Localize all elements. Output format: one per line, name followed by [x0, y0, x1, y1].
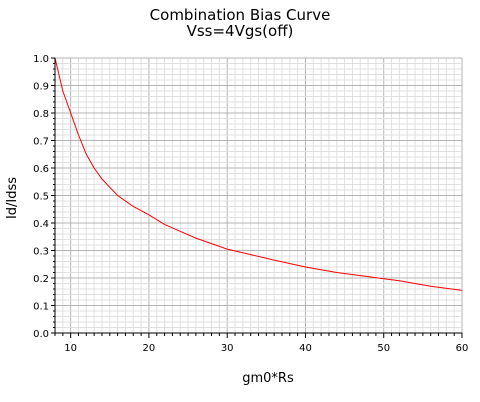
x-tick-label: 40: [299, 343, 312, 354]
x-tick-label: 60: [456, 343, 469, 354]
series-layer: [54, 57, 463, 291]
x-tick-label: 10: [64, 343, 77, 354]
x-tick-label: 30: [221, 343, 234, 354]
y-tick-label: 0.8: [33, 109, 49, 120]
y-tick-label: 0.3: [33, 247, 49, 258]
y-tick-label: 0.4: [33, 219, 49, 230]
y-tick-label: 0.2: [33, 274, 49, 285]
axes: [51, 57, 463, 338]
chart-subtitle: Vss=4Vgs(off): [186, 22, 294, 40]
chart-title: Combination Bias Curve: [149, 6, 331, 24]
y-tick-label: 0.5: [33, 192, 49, 203]
y-tick-label: 1.0: [33, 54, 49, 65]
y-tick-label: 0.1: [33, 302, 49, 313]
x-axis-label: gm0*Rs: [242, 371, 294, 386]
y-tick-label: 0.6: [33, 164, 49, 175]
series-line: [54, 57, 463, 291]
y-tick-label: 0.7: [33, 137, 49, 148]
x-tick-label: 20: [143, 343, 156, 354]
y-tick-label: 0.0: [33, 329, 49, 340]
grid: [54, 57, 463, 334]
y-tick-label: 0.9: [33, 82, 49, 93]
y-axis-label: Id/Idss: [5, 177, 20, 219]
tick-labels: 10 20 30 40 50 60 0.0 0.1 0.2 0.3 0.4 0.5 0.6 0.7 0.8 0…: [33, 54, 468, 354]
x-tick-label: 50: [377, 343, 390, 354]
